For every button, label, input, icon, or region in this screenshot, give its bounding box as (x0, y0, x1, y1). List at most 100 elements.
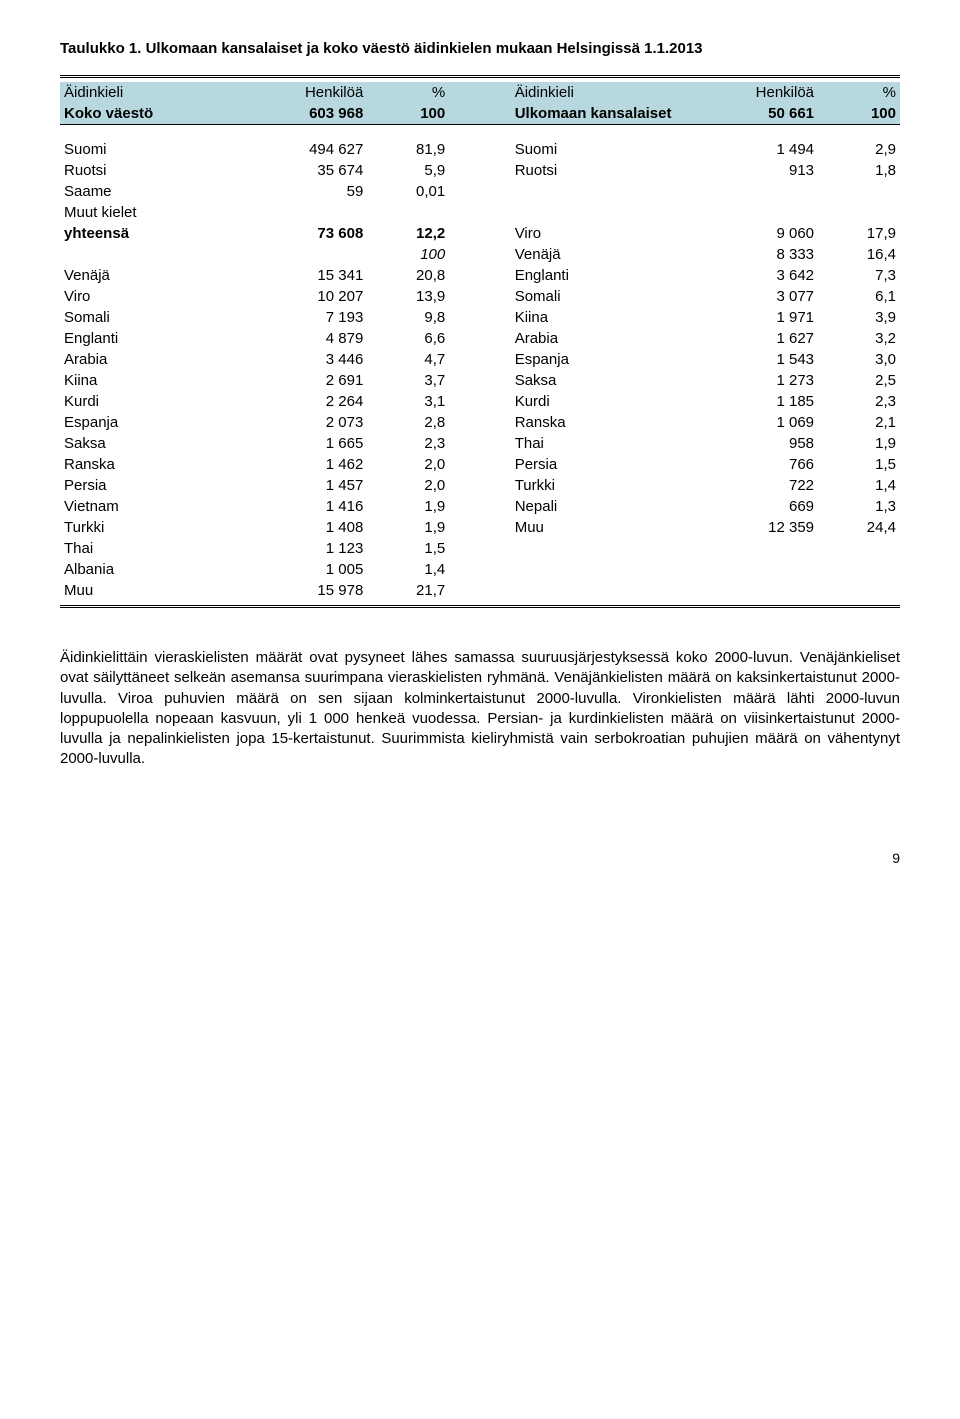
left-pct: 1,9 (367, 517, 449, 538)
table-row: Viro10 20713,9Somali3 0776,1 (60, 286, 900, 307)
ulk-pct: 100 (818, 103, 900, 125)
left-value: 59 (234, 181, 367, 202)
left-label: Viro (60, 286, 234, 307)
left-label: Suomi (60, 139, 234, 160)
left-pct: 81,9 (367, 139, 449, 160)
table-row: Albania1 0051,4 (60, 559, 900, 580)
left-pct: 21,7 (367, 580, 449, 601)
right-value: 1 069 (685, 412, 818, 433)
left-value: 73 608 (234, 223, 367, 244)
col-header: Henkilöä (685, 82, 818, 103)
right-label: Ranska (511, 412, 685, 433)
right-value: 8 333 (685, 244, 818, 265)
left-label: Kiina (60, 370, 234, 391)
right-value (685, 181, 818, 202)
right-pct: 1,4 (818, 475, 900, 496)
right-pct: 1,9 (818, 433, 900, 454)
right-label: Arabia (511, 328, 685, 349)
table-row: Somali7 1939,8Kiina1 9713,9 (60, 307, 900, 328)
left-pct: 4,7 (367, 349, 449, 370)
left-value: 1 457 (234, 475, 367, 496)
right-label: Englanti (511, 265, 685, 286)
left-pct: 20,8 (367, 265, 449, 286)
left-value: 1 462 (234, 454, 367, 475)
table-row: Vietnam1 4161,9 Nepali6691,3 (60, 496, 900, 517)
right-label: Thai (511, 433, 685, 454)
table-row: Persia1 4572,0Turkki7221,4 (60, 475, 900, 496)
right-value: 12 359 (685, 517, 818, 538)
table-row: Turkki1 4081,9Muu12 35924,4 (60, 517, 900, 538)
left-value: 4 879 (234, 328, 367, 349)
left-value: 494 627 (234, 139, 367, 160)
table-row: Venäjä15 34120,8Englanti3 6427,3 (60, 265, 900, 286)
right-pct: 3,9 (818, 307, 900, 328)
right-label: Kiina (511, 307, 685, 328)
right-pct: 3,0 (818, 349, 900, 370)
table-row: Saame590,01 (60, 181, 900, 202)
right-value: 1 494 (685, 139, 818, 160)
right-value: 958 (685, 433, 818, 454)
left-label: Persia (60, 475, 234, 496)
table-row: Kiina2 6913,7Saksa1 2732,5 (60, 370, 900, 391)
table-container: Äidinkieli Henkilöä % Äidinkieli Henkilö… (60, 75, 900, 608)
right-pct: 7,3 (818, 265, 900, 286)
left-pct: 100 (367, 244, 449, 265)
right-pct: 2,5 (818, 370, 900, 391)
right-pct: 16,4 (818, 244, 900, 265)
right-pct: 3,2 (818, 328, 900, 349)
left-pct: 3,7 (367, 370, 449, 391)
left-label: Espanja (60, 412, 234, 433)
right-label: Viro (511, 223, 685, 244)
right-label: Saksa (511, 370, 685, 391)
left-value: 1 416 (234, 496, 367, 517)
data-table: Äidinkieli Henkilöä % Äidinkieli Henkilö… (60, 82, 900, 601)
right-value: 669 (685, 496, 818, 517)
left-pct: 2,8 (367, 412, 449, 433)
left-pct: 9,8 (367, 307, 449, 328)
left-value: 1 408 (234, 517, 367, 538)
left-label: Albania (60, 559, 234, 580)
page-number: 9 (60, 850, 900, 866)
left-value: 1 123 (234, 538, 367, 559)
col-header: Äidinkieli (511, 82, 685, 103)
header-row-2: Koko väestö 603 968 100 Ulkomaan kansala… (60, 103, 900, 125)
left-label: Vietnam (60, 496, 234, 517)
left-value: 7 193 (234, 307, 367, 328)
left-pct: 1,5 (367, 538, 449, 559)
right-label: Turkki (511, 475, 685, 496)
right-label (511, 202, 685, 223)
left-label: Venäjä (60, 265, 234, 286)
right-pct (818, 538, 900, 559)
left-pct: 1,9 (367, 496, 449, 517)
left-pct: 2,3 (367, 433, 449, 454)
table-row: Espanja2 0732,8Ranska1 0692,1 (60, 412, 900, 433)
table-row: Muut kielet (60, 202, 900, 223)
right-value: 766 (685, 454, 818, 475)
left-pct: 0,01 (367, 181, 449, 202)
right-pct (818, 559, 900, 580)
right-label: Nepali (511, 496, 685, 517)
right-pct: 24,4 (818, 517, 900, 538)
table-row: 100Venäjä8 33316,4 (60, 244, 900, 265)
left-value: 35 674 (234, 160, 367, 181)
left-pct: 3,1 (367, 391, 449, 412)
ulk-label: Ulkomaan kansalaiset (511, 103, 685, 125)
right-value (685, 202, 818, 223)
header-row-1: Äidinkieli Henkilöä % Äidinkieli Henkilö… (60, 82, 900, 103)
right-label: Suomi (511, 139, 685, 160)
right-value: 9 060 (685, 223, 818, 244)
right-value: 1 185 (685, 391, 818, 412)
table-row: Kurdi2 2643,1Kurdi1 1852,3 (60, 391, 900, 412)
left-label (60, 244, 234, 265)
right-value: 1 971 (685, 307, 818, 328)
left-pct: 6,6 (367, 328, 449, 349)
right-value: 1 627 (685, 328, 818, 349)
table-row: Thai1 1231,5 (60, 538, 900, 559)
right-value: 3 077 (685, 286, 818, 307)
right-pct (818, 202, 900, 223)
left-label: Arabia (60, 349, 234, 370)
left-pct: 2,0 (367, 475, 449, 496)
right-pct: 1,3 (818, 496, 900, 517)
right-label (511, 559, 685, 580)
left-label: Englanti (60, 328, 234, 349)
